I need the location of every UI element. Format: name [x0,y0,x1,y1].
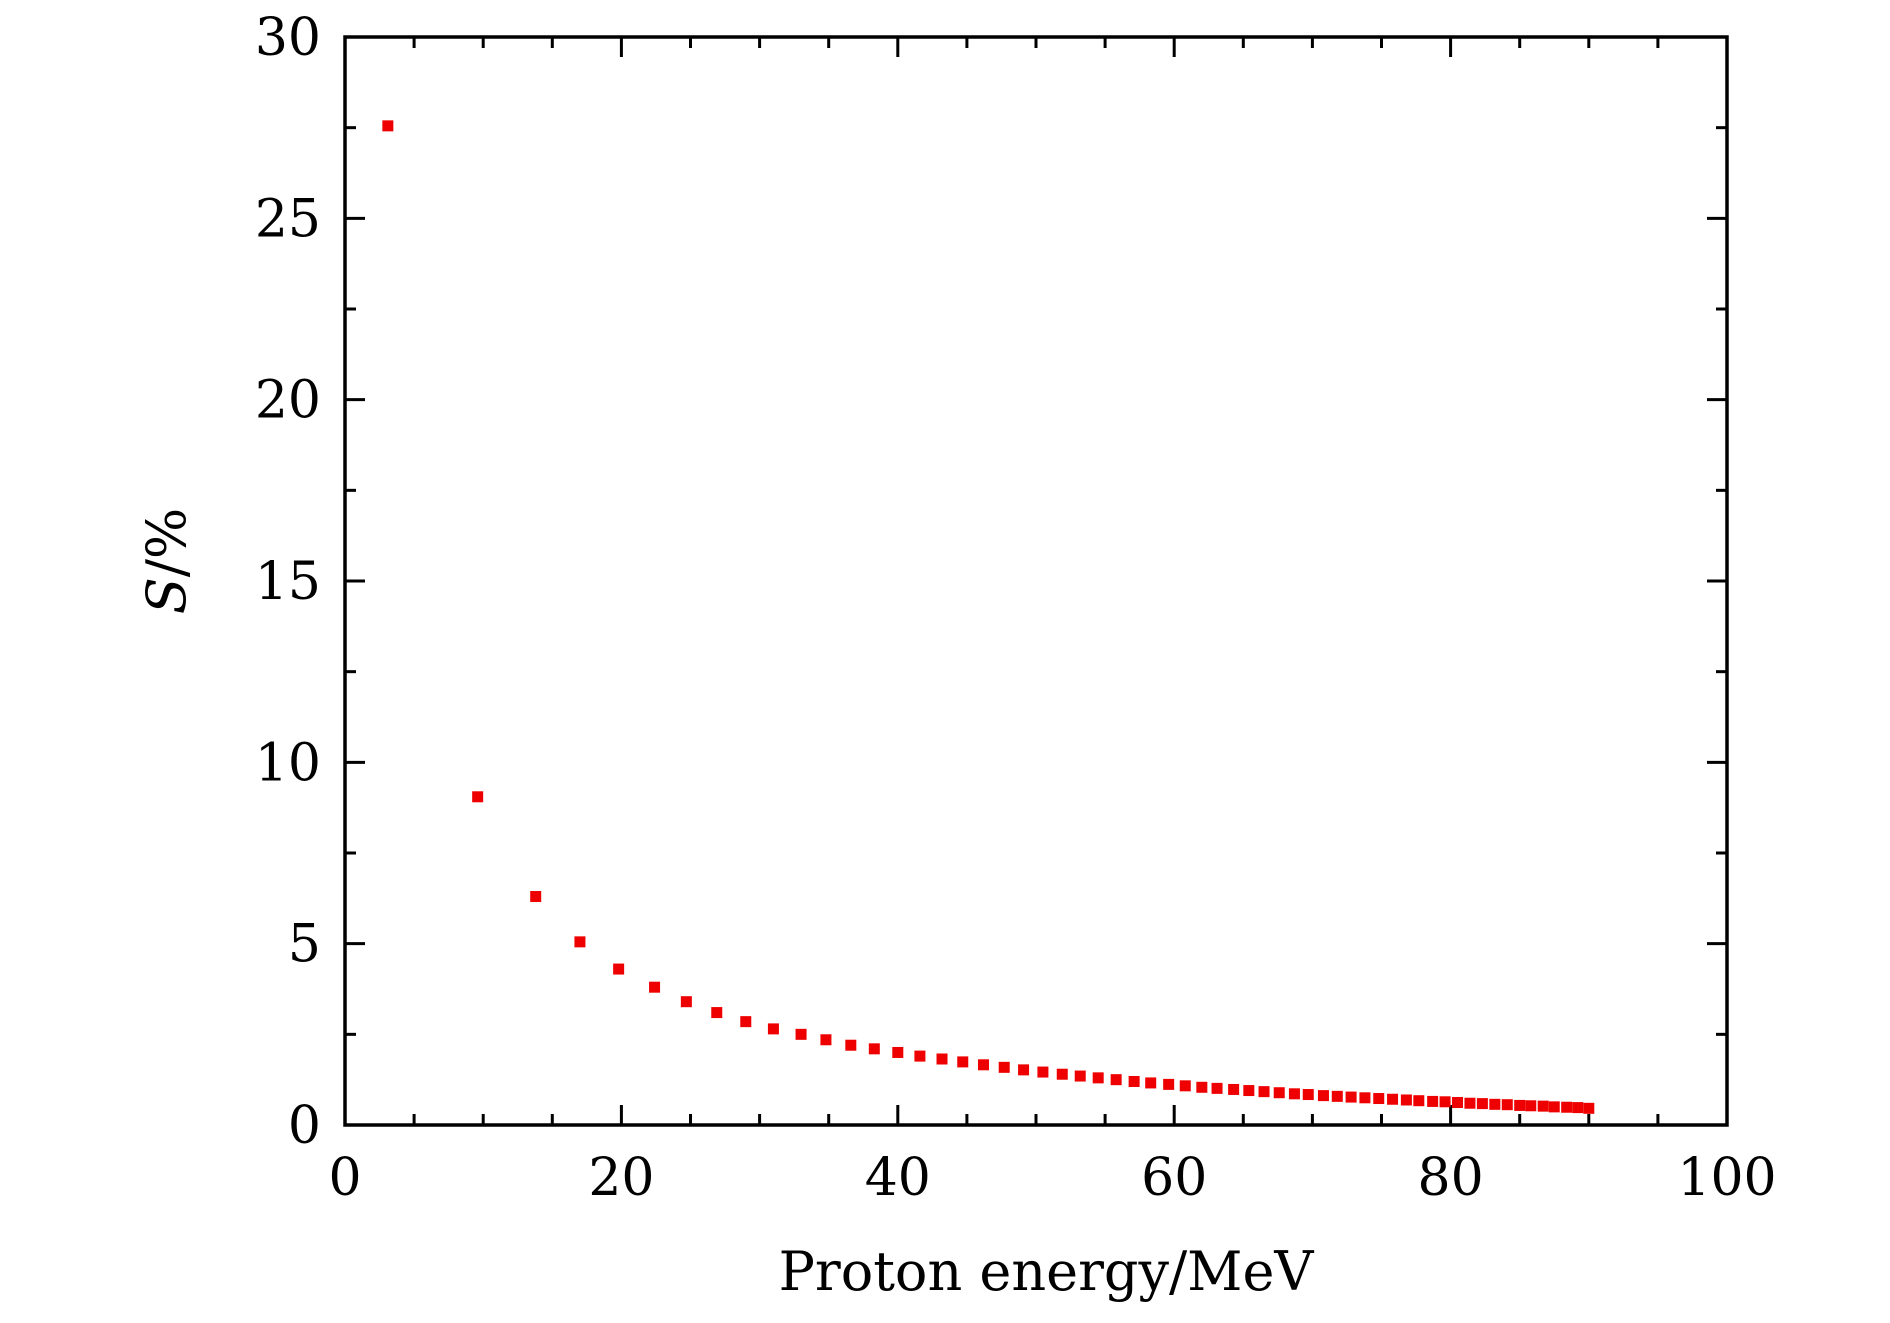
x-tick-label: 100 [1677,1148,1776,1208]
data-point [1548,1101,1560,1113]
data-point [1501,1099,1513,1111]
y-axis-title-symbol: S [135,577,198,614]
data-point [957,1056,969,1068]
data-point [1110,1074,1122,1086]
x-tick-label: 40 [865,1148,931,1208]
data-point [977,1059,989,1071]
data-point [1056,1068,1068,1080]
data-point [1439,1096,1451,1108]
data-point [740,1016,752,1028]
data-point [1476,1098,1488,1110]
plot-frame [343,35,1729,1127]
data-point [1317,1090,1329,1102]
y-tick-label: 10 [255,733,321,793]
y-tick-label: 20 [255,371,321,431]
data-point [1561,1101,1573,1113]
y-axis-title: S/% [135,508,198,615]
data-point [1331,1090,1343,1102]
data-point [711,1007,723,1019]
x-axis-title: Proton energy/MeV [779,1240,1315,1303]
data-point [1359,1092,1371,1104]
data-point [1228,1083,1240,1095]
x-tick-label: 0 [328,1148,361,1208]
data-point [767,1023,779,1035]
data-point [1400,1094,1412,1106]
data-point [1128,1075,1140,1087]
data-point [820,1034,832,1046]
data-point [1537,1100,1549,1112]
data-point [613,963,625,975]
data-point [1196,1081,1208,1093]
y-tick-label: 15 [255,552,321,612]
ticks-layer [343,35,1729,1127]
data-point [1572,1102,1584,1114]
data-point [1427,1095,1439,1107]
data-point [1179,1080,1191,1092]
y-tick-label: 0 [288,1096,321,1156]
y-axis-title-unit: /% [135,508,198,578]
data-point [1514,1099,1526,1111]
data-point [1489,1098,1501,1110]
data-point [680,996,692,1008]
data-point [1288,1088,1300,1100]
data-point [795,1028,807,1040]
data-point [1464,1097,1476,1109]
data-point [1145,1077,1157,1089]
data-point [649,981,661,993]
tick-labels: 0 20 40 60 80 100 0 5 10 15 20 25 30 [255,8,1777,1208]
data-point [845,1039,857,1051]
x-tick-label: 20 [588,1148,654,1208]
x-tick-label: 60 [1141,1148,1207,1208]
data-point [1387,1093,1399,1105]
y-tick-label: 5 [288,915,321,975]
data-point [1373,1093,1385,1105]
data-point [998,1061,1010,1073]
data-point [1452,1097,1464,1109]
data-points [382,120,1595,1114]
data-point [1092,1072,1104,1084]
data-point [1163,1078,1175,1090]
data-point [1413,1095,1425,1107]
y-tick-label: 25 [255,189,321,249]
data-point [1258,1086,1270,1098]
data-point [1273,1087,1285,1099]
data-point [1243,1085,1255,1097]
data-point [868,1043,880,1055]
data-point [1018,1064,1030,1076]
data-point [892,1046,904,1058]
y-tick-label: 30 [255,8,321,68]
data-point [1302,1089,1314,1101]
data-point [530,891,542,903]
data-point [1345,1091,1357,1103]
data-point [574,936,586,948]
data-point [472,791,484,803]
data-point [1037,1066,1049,1078]
data-point [1525,1100,1537,1112]
x-tick-label: 80 [1418,1148,1484,1208]
data-point [914,1050,926,1062]
data-point [1074,1070,1086,1082]
data-point [1211,1082,1223,1094]
data-point [1583,1102,1595,1114]
data-point [936,1053,948,1065]
data-point [382,120,394,132]
